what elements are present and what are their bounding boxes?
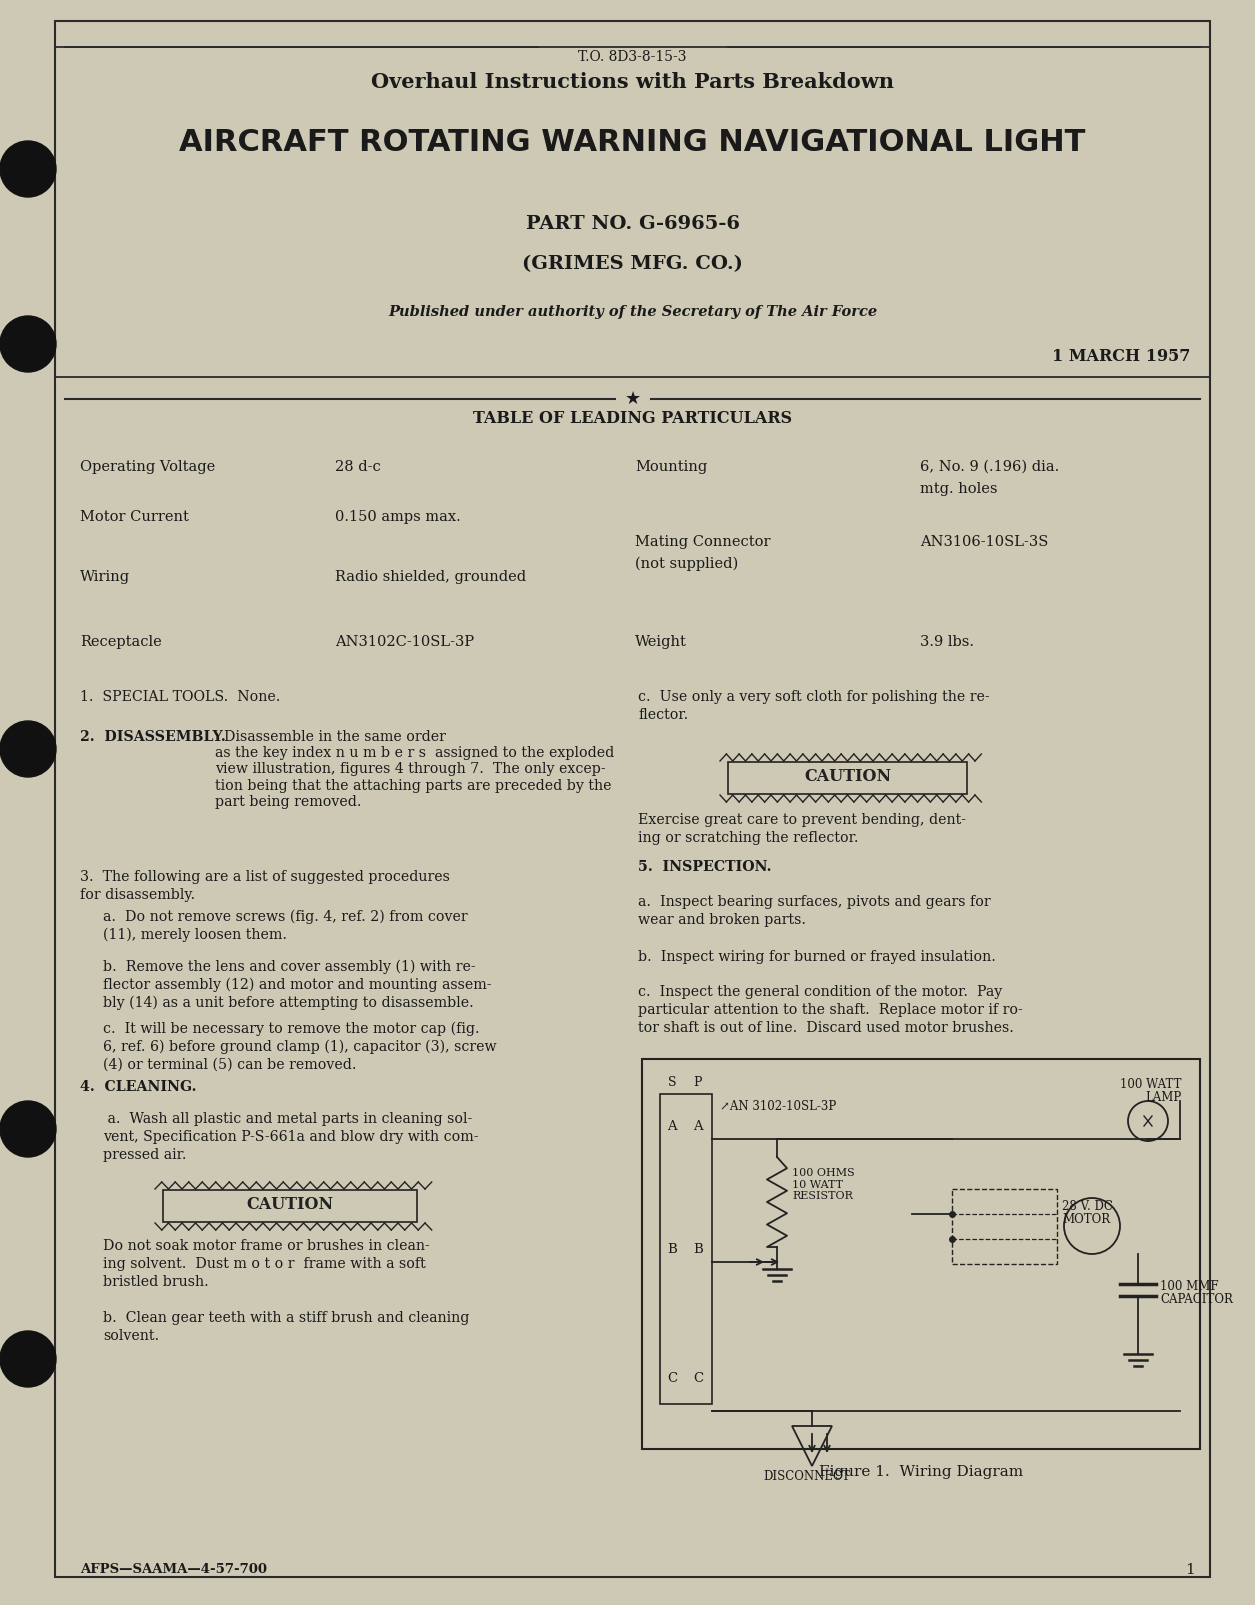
Circle shape	[0, 141, 56, 197]
Text: Motor Current: Motor Current	[80, 510, 188, 523]
Text: 2.  DISASSEMBLY.: 2. DISASSEMBLY.	[80, 730, 226, 743]
Text: for disassembly.: for disassembly.	[80, 888, 195, 902]
Text: LAMP: LAMP	[1146, 1090, 1182, 1103]
Text: MOTOR: MOTOR	[1062, 1212, 1111, 1225]
Text: ★: ★	[625, 390, 640, 408]
Text: 3.9 lbs.: 3.9 lbs.	[920, 634, 974, 648]
Text: T.O. 8D3-8-15-3: T.O. 8D3-8-15-3	[579, 50, 686, 64]
Text: (11), merely loosen them.: (11), merely loosen them.	[103, 928, 287, 942]
Text: DISCONNECT: DISCONNECT	[763, 1469, 851, 1481]
Circle shape	[0, 1331, 56, 1387]
Text: particular attention to the shaft.  Replace motor if ro-: particular attention to the shaft. Repla…	[638, 1003, 1023, 1016]
Text: solvent.: solvent.	[103, 1329, 159, 1342]
Text: 100 OHMS
10 WATT
RESISTOR: 100 OHMS 10 WATT RESISTOR	[792, 1167, 855, 1201]
Text: A: A	[693, 1119, 703, 1132]
Text: a.  Wash all plastic and metal parts in cleaning sol-: a. Wash all plastic and metal parts in c…	[103, 1111, 472, 1125]
Text: c.  It will be necessary to remove the motor cap (fig.: c. It will be necessary to remove the mo…	[103, 1021, 479, 1035]
Text: 1 MARCH 1957: 1 MARCH 1957	[1052, 348, 1190, 364]
Text: ↗AN 3102-10SL-3P: ↗AN 3102-10SL-3P	[720, 1099, 836, 1112]
Text: AN3102C-10SL-3P: AN3102C-10SL-3P	[335, 634, 474, 648]
Text: 28 d-c: 28 d-c	[335, 459, 380, 473]
Text: bristled brush.: bristled brush.	[103, 1274, 208, 1289]
Text: Mounting: Mounting	[635, 459, 708, 473]
Text: 1.  SPECIAL TOOLS.  None.: 1. SPECIAL TOOLS. None.	[80, 690, 280, 703]
Text: 6, ref. 6) before ground clamp (1), capacitor (3), screw: 6, ref. 6) before ground clamp (1), capa…	[103, 1040, 497, 1054]
Text: CAPACITOR: CAPACITOR	[1160, 1292, 1232, 1305]
Text: wear and broken parts.: wear and broken parts.	[638, 912, 806, 926]
Text: 6, No. 9 (.196) dia.: 6, No. 9 (.196) dia.	[920, 459, 1059, 473]
Text: flector assembly (12) and motor and mounting assem-: flector assembly (12) and motor and moun…	[103, 977, 492, 992]
Text: PART NO. G-6965-6: PART NO. G-6965-6	[526, 215, 739, 233]
Text: Mating Connector: Mating Connector	[635, 534, 771, 549]
Text: a.  Do not remove screws (fig. 4, ref. 2) from cover: a. Do not remove screws (fig. 4, ref. 2)…	[103, 910, 468, 924]
Text: AFPS—SAAMA—4-57-700: AFPS—SAAMA—4-57-700	[80, 1562, 267, 1575]
Text: 0.150 amps max.: 0.150 amps max.	[335, 510, 461, 523]
Text: P: P	[694, 1075, 703, 1088]
Text: Radio shielded, grounded: Radio shielded, grounded	[335, 570, 526, 584]
Text: b.  Inspect wiring for burned or frayed insulation.: b. Inspect wiring for burned or frayed i…	[638, 950, 996, 963]
Circle shape	[0, 1101, 56, 1157]
Text: Overhaul Instructions with Parts Breakdown: Overhaul Instructions with Parts Breakdo…	[371, 72, 894, 91]
Text: b.  Clean gear teeth with a stiff brush and cleaning: b. Clean gear teeth with a stiff brush a…	[103, 1310, 469, 1324]
Text: Figure 1.  Wiring Diagram: Figure 1. Wiring Diagram	[820, 1464, 1023, 1478]
Text: ing or scratching the reflector.: ing or scratching the reflector.	[638, 830, 858, 844]
Text: 100 MMF: 100 MMF	[1160, 1279, 1219, 1292]
Bar	[163, 1191, 417, 1223]
Bar	[643, 1059, 1200, 1449]
Text: S: S	[668, 1075, 676, 1088]
Text: 1: 1	[1185, 1562, 1195, 1576]
Bar	[660, 1095, 712, 1404]
Text: C: C	[666, 1371, 676, 1384]
Text: Exercise great care to prevent bending, dent-: Exercise great care to prevent bending, …	[638, 812, 966, 827]
Text: bly (14) as a unit before attempting to disassemble.: bly (14) as a unit before attempting to …	[103, 995, 473, 1010]
Text: flector.: flector.	[638, 708, 688, 722]
Text: C: C	[693, 1371, 703, 1384]
Text: pressed air.: pressed air.	[103, 1148, 187, 1162]
Text: vent, Specification P-S-661a and blow dry with com-: vent, Specification P-S-661a and blow dr…	[103, 1130, 478, 1143]
Text: Published under authority of the Secretary of The Air Force: Published under authority of the Secreta…	[388, 305, 877, 319]
Text: A: A	[668, 1119, 676, 1132]
Text: CAUTION: CAUTION	[804, 769, 891, 785]
Circle shape	[0, 722, 56, 777]
Text: 3.  The following are a list of suggested procedures: 3. The following are a list of suggested…	[80, 870, 449, 883]
Text: 100 WATT: 100 WATT	[1121, 1077, 1182, 1090]
Text: B: B	[693, 1242, 703, 1255]
Text: ing solvent.  Dust m o t o r  frame with a soft: ing solvent. Dust m o t o r frame with a…	[103, 1257, 425, 1270]
Text: (not supplied): (not supplied)	[635, 557, 738, 571]
Text: (GRIMES MFG. CO.): (GRIMES MFG. CO.)	[522, 255, 743, 273]
Text: 4.  CLEANING.: 4. CLEANING.	[80, 1079, 197, 1093]
Text: b.  Remove the lens and cover assembly (1) with re-: b. Remove the lens and cover assembly (1…	[103, 960, 476, 974]
Circle shape	[0, 316, 56, 372]
Text: Receptacle: Receptacle	[80, 634, 162, 648]
Bar	[953, 1189, 1057, 1265]
Text: CAUTION: CAUTION	[246, 1196, 334, 1213]
Text: c.  Inspect the general condition of the motor.  Pay: c. Inspect the general condition of the …	[638, 984, 1003, 998]
Text: 28 V. DC: 28 V. DC	[1062, 1199, 1113, 1212]
Text: tor shaft is out of line.  Discard used motor brushes.: tor shaft is out of line. Discard used m…	[638, 1021, 1014, 1034]
Text: Disassemble in the same order
as the key index n u m b e r s  assigned to the ex: Disassemble in the same order as the key…	[215, 730, 614, 809]
Text: TABLE OF LEADING PARTICULARS: TABLE OF LEADING PARTICULARS	[473, 409, 792, 427]
Text: Do not soak motor frame or brushes in clean-: Do not soak motor frame or brushes in cl…	[103, 1237, 429, 1252]
Text: a.  Inspect bearing surfaces, pivots and gears for: a. Inspect bearing surfaces, pivots and …	[638, 894, 990, 908]
Bar	[728, 762, 968, 794]
Text: B: B	[668, 1242, 676, 1255]
Text: AIRCRAFT ROTATING WARNING NAVIGATIONAL LIGHT: AIRCRAFT ROTATING WARNING NAVIGATIONAL L…	[179, 128, 1086, 157]
Text: AN3106-10SL-3S: AN3106-10SL-3S	[920, 534, 1048, 549]
Text: 5.  INSPECTION.: 5. INSPECTION.	[638, 859, 772, 873]
Text: Wiring: Wiring	[80, 570, 131, 584]
Text: Operating Voltage: Operating Voltage	[80, 459, 216, 473]
Text: (4) or terminal (5) can be removed.: (4) or terminal (5) can be removed.	[103, 1058, 356, 1071]
Text: Weight: Weight	[635, 634, 686, 648]
Text: mtg. holes: mtg. holes	[920, 482, 998, 496]
Text: c.  Use only a very soft cloth for polishing the re-: c. Use only a very soft cloth for polish…	[638, 690, 990, 703]
